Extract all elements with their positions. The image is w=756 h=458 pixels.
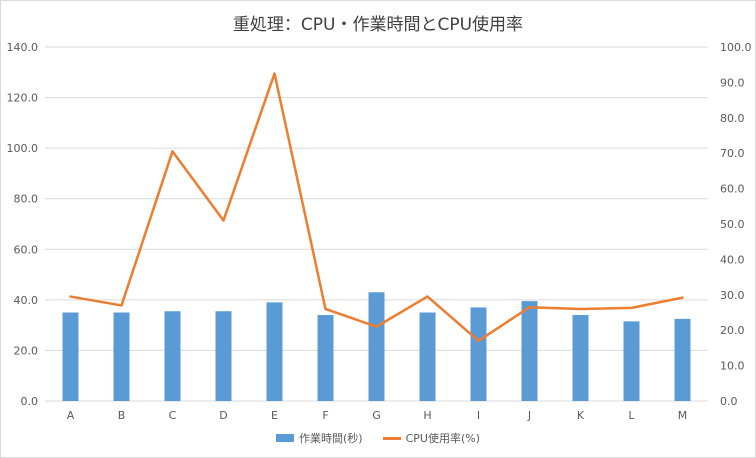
x-axis-ticks: A B C D E F G H I J K L M	[67, 409, 688, 422]
x-tick-label: I	[477, 409, 480, 422]
x-tick-label: J	[527, 409, 531, 422]
right-tick-label: 20.0	[720, 324, 745, 337]
left-tick-label: 40.0	[14, 294, 39, 307]
line-point	[222, 219, 225, 222]
line-point	[630, 306, 633, 310]
line-point	[528, 305, 531, 309]
x-tick-label: B	[118, 409, 126, 422]
x-tick-label: D	[219, 409, 227, 422]
bar	[317, 315, 334, 401]
line-point	[681, 296, 684, 299]
line-series	[69, 72, 684, 343]
legend: 作業時間(秒) CPU使用率(%)	[0, 430, 756, 446]
right-tick-label: 100.0	[720, 41, 752, 54]
legend-item-bar: 作業時間(秒)	[276, 430, 363, 446]
line-point	[477, 339, 480, 343]
left-tick-label: 60.0	[14, 243, 39, 256]
legend-swatch-line	[382, 436, 401, 440]
x-tick-label: H	[423, 409, 431, 422]
x-tick-label: C	[169, 409, 177, 422]
right-tick-label: 30.0	[720, 289, 745, 302]
legend-item-line: CPU使用率(%)	[382, 430, 480, 446]
line-point	[69, 295, 72, 298]
x-tick-label: L	[628, 409, 635, 422]
right-tick-label: 60.0	[720, 183, 745, 196]
right-tick-label: 10.0	[720, 360, 745, 373]
right-tick-label: 70.0	[720, 147, 745, 160]
chart-title: 重処理：CPU・作業時間とCPU使用率	[232, 15, 524, 35]
bar	[521, 301, 538, 401]
left-axis-ticks: 0.0 20.0 40.0 60.0 80.0 100.0 120.0 140.0	[7, 41, 39, 408]
bar	[368, 292, 385, 401]
x-tick-label: F	[322, 409, 328, 422]
line-point	[273, 72, 276, 75]
left-tick-label: 80.0	[14, 193, 39, 206]
right-tick-label: 0.0	[720, 395, 738, 408]
line-point	[120, 304, 123, 307]
x-tick-label: A	[67, 409, 75, 422]
x-tick-label: E	[271, 409, 278, 422]
legend-label-bar: 作業時間(秒)	[299, 432, 363, 445]
right-tick-label: 50.0	[720, 218, 745, 231]
line-point	[426, 295, 429, 298]
x-tick-label: G	[372, 409, 381, 422]
line-point	[324, 307, 327, 311]
line-point	[579, 307, 582, 311]
right-tick-label: 40.0	[720, 253, 745, 266]
right-tick-label: 90.0	[720, 76, 745, 89]
left-tick-label: 20.0	[14, 344, 39, 357]
line-point	[171, 150, 174, 153]
left-tick-label: 100.0	[7, 142, 39, 155]
bar	[623, 321, 640, 401]
bar-series	[62, 292, 691, 401]
bar	[164, 311, 181, 401]
bar	[266, 302, 283, 401]
bar	[62, 312, 79, 401]
bar	[419, 312, 436, 401]
bar	[113, 312, 130, 401]
line-point	[375, 325, 378, 328]
legend-label-line: CPU使用率(%)	[405, 432, 480, 445]
right-tick-label: 80.0	[720, 112, 745, 125]
bar	[674, 318, 691, 401]
bar	[572, 315, 589, 401]
left-tick-label: 140.0	[7, 41, 39, 54]
left-tick-label: 120.0	[7, 92, 39, 105]
bar	[470, 307, 487, 401]
legend-swatch-bar	[276, 434, 294, 442]
bar	[215, 311, 232, 401]
right-axis-ticks: 0.0 10.0 20.0 30.0 40.0 50.0 60.0 70.0 80.0 90.0 1…	[720, 41, 752, 408]
x-tick-label: M	[678, 409, 688, 422]
left-tick-label: 0.0	[21, 395, 39, 408]
x-tick-label: K	[577, 409, 585, 422]
